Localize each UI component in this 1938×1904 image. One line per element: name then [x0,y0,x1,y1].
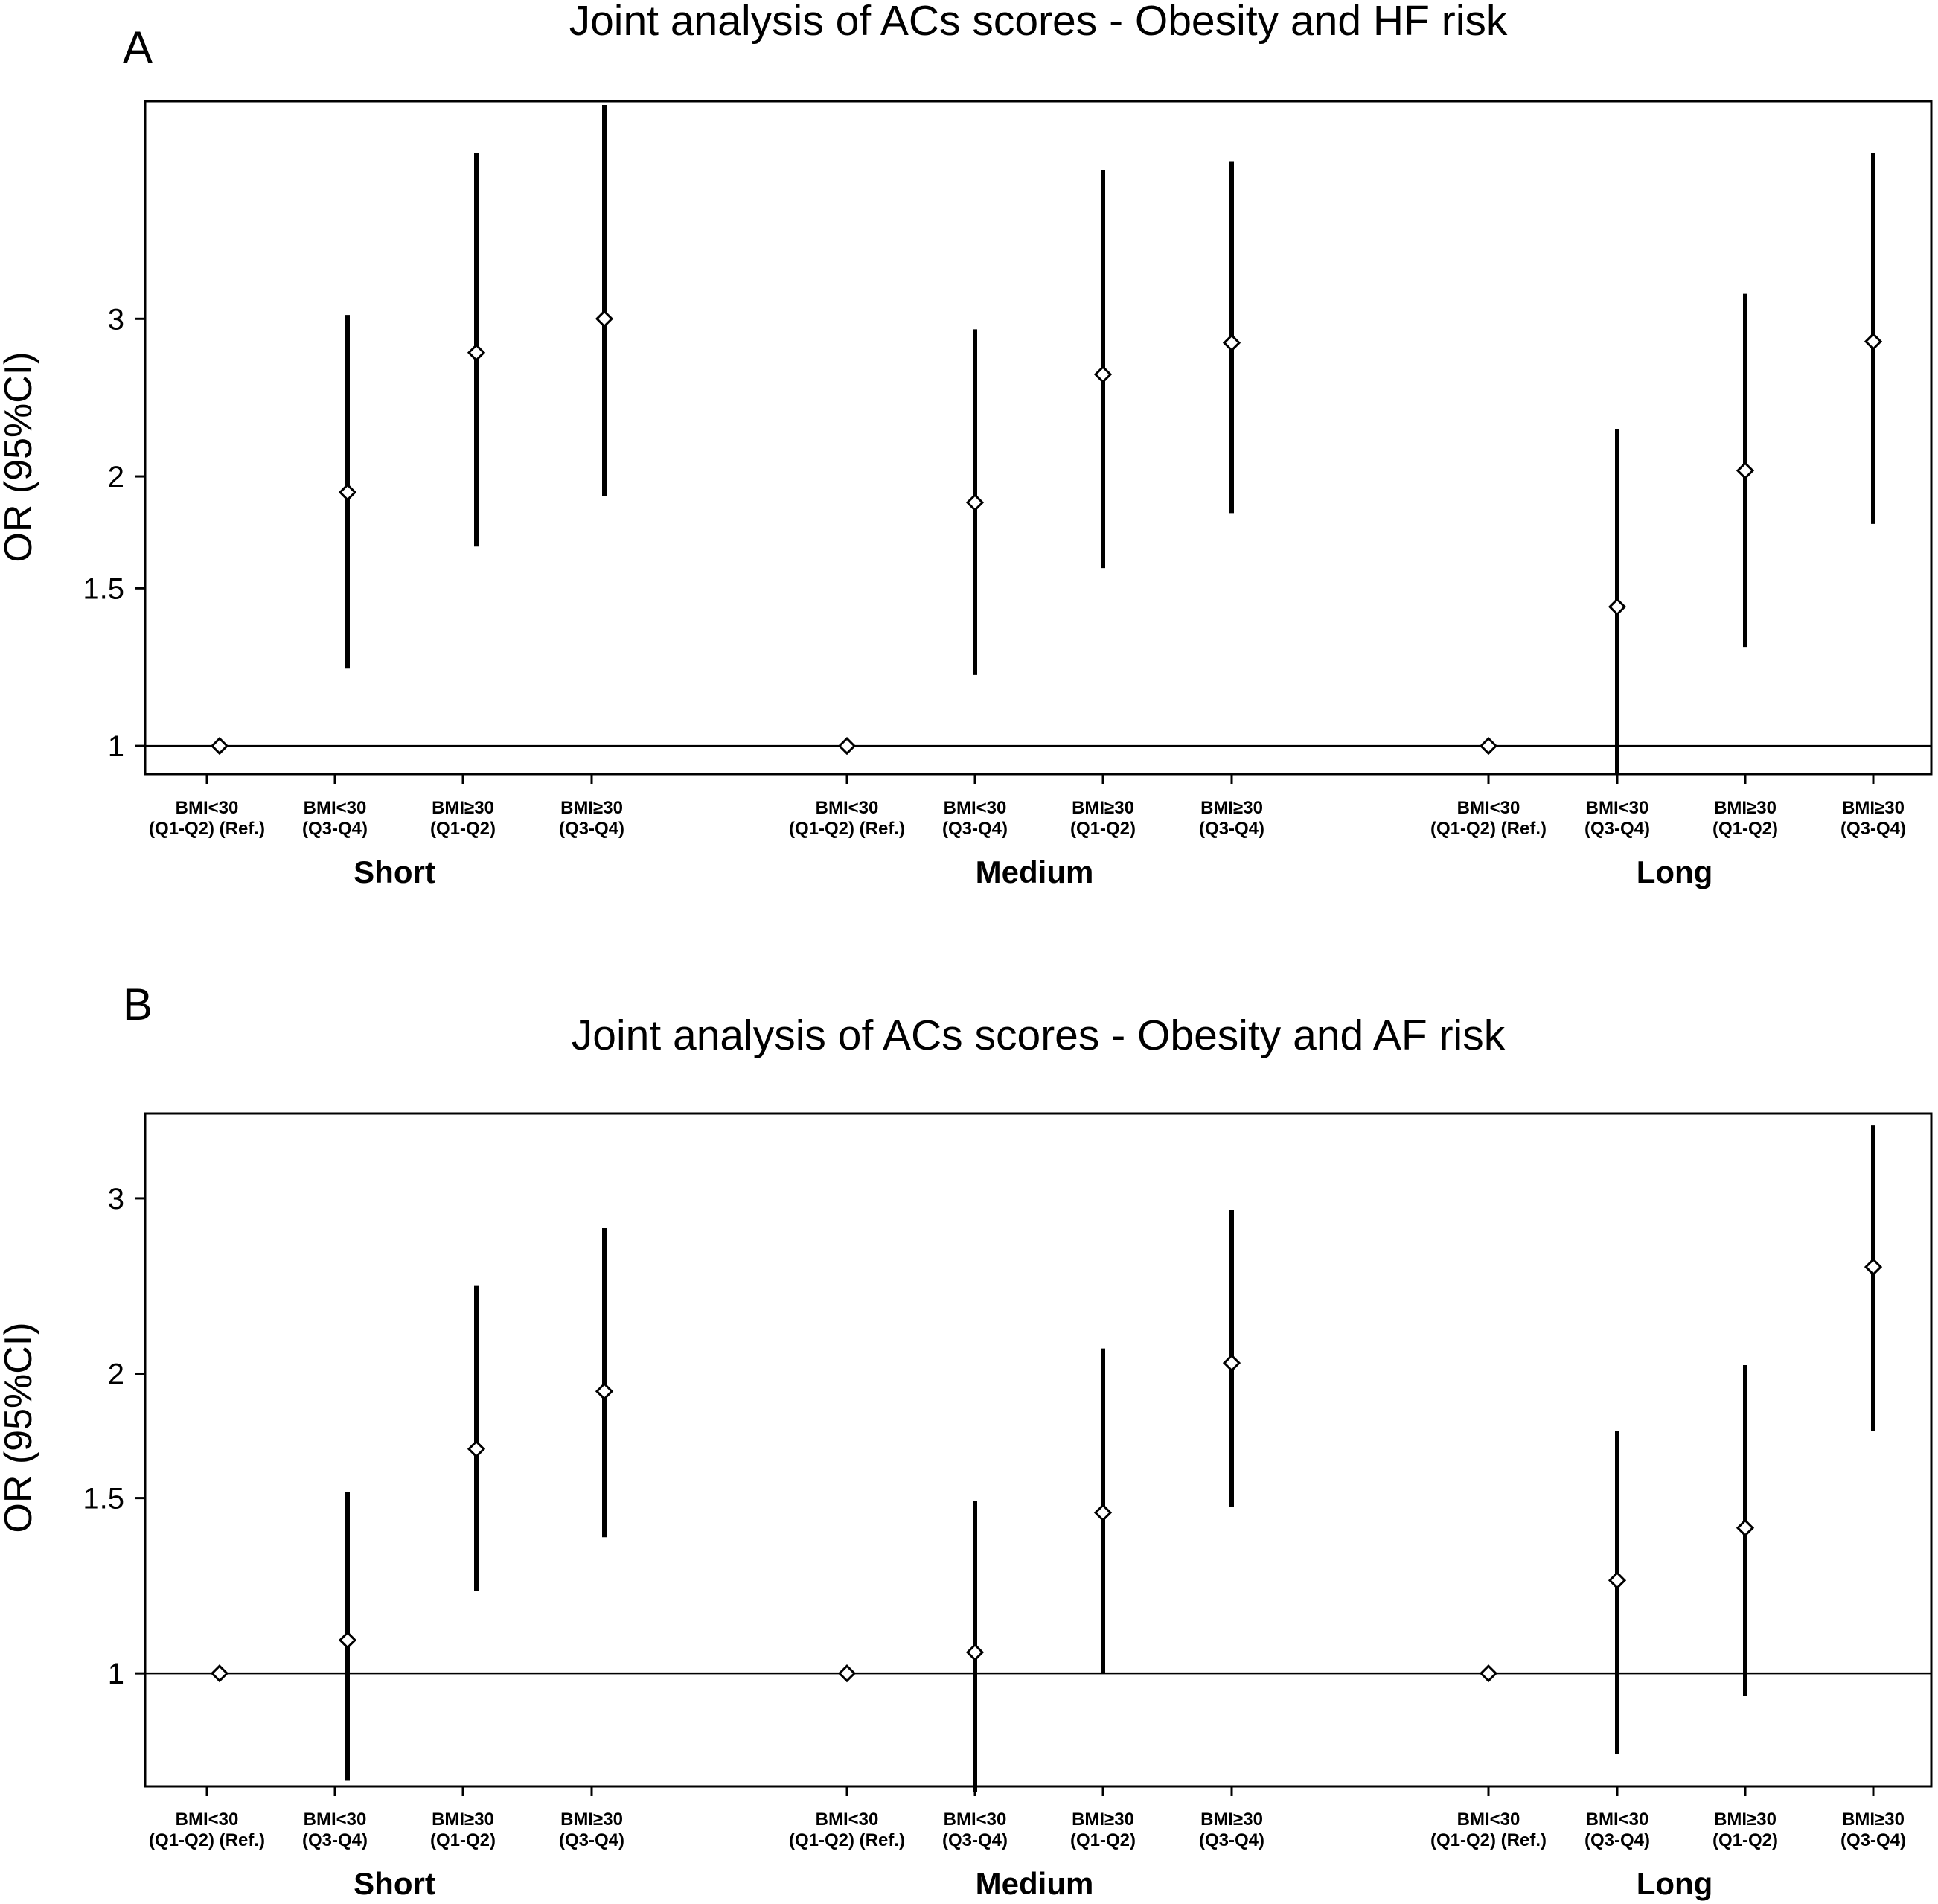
x-tick-label: BMI≥30 (Q3-Q4) [559,798,624,839]
or-marker [1736,1518,1755,1537]
y-tick-label: 3 [108,1183,124,1215]
x-tick-label: BMI≥30 (Q3-Q4) [1199,798,1264,839]
panel-b: B Joint analysis of ACs scores - Obesity… [0,980,1933,1901]
y-axis: 1 1.5 2 3 [83,1183,145,1690]
or-marker [837,736,857,755]
x-tick-label: BMI≥30 (Q3-Q4) [559,1809,624,1850]
panel-letter: B [123,980,153,1029]
group-label: Medium [976,1866,1094,1901]
x-tick-label: BMI<30 (Q1-Q2) (Ref.) [149,798,265,839]
group-label: Long [1637,854,1713,889]
panel-a: A Joint analysis of ACs scores - Obesity… [0,0,1933,889]
x-tick-label: BMI≥30 (Q1-Q2) [1070,798,1136,839]
group-labels: Short Medium Long [354,854,1712,889]
or-marker [1222,333,1241,352]
or-marker [210,736,229,755]
x-axis: BMI<30 (Q1-Q2) (Ref.) BMI<30 (Q3-Q4) BMI≥30(… [149,774,1906,839]
y-tick-label: 2 [108,461,124,493]
or-marker [595,310,614,328]
y-tick-label: 1.5 [83,572,124,605]
plot-frame [144,100,1933,776]
x-tick-label: BMI<30 (Q1-Q2) (Ref.) [1430,1809,1547,1850]
group-label: Long [1637,1866,1713,1901]
ci-bars [345,1125,1875,1792]
or-marker [1479,736,1498,755]
or-marker [1864,1257,1883,1277]
group-label: Short [354,1866,435,1901]
or-marker [965,493,985,512]
or-marker [837,1664,857,1683]
or-marker [467,1440,486,1458]
or-marker [965,1643,985,1661]
or-marker [1222,1354,1241,1373]
x-tick-label: BMI<30 (Q3-Q4) [942,798,1008,839]
or-marker [1736,461,1755,480]
group-label: Short [354,854,435,889]
x-tick-label: BMI<30 (Q3-Q4) [302,1809,368,1850]
x-tick-label: BMI<30 (Q1-Q2) (Ref.) [1430,798,1547,839]
or-markers [210,310,1883,755]
y-tick-label: 1 [108,730,124,763]
y-tick-label: 1.5 [83,1483,124,1515]
chart-title: Joint analysis of ACs scores - Obesity a… [572,1012,1506,1059]
x-tick-label: BMI≥30 (Q1-Q2) [1712,798,1778,839]
y-axis-label: OR (95%CI) [0,351,40,562]
group-labels: Short Medium Long [354,1866,1712,1901]
x-tick-label: BMI≥30 (Q3-Q4) [1841,798,1906,839]
or-marker [1864,332,1883,351]
or-marker [1093,365,1113,384]
or-marker [338,483,357,502]
or-marker [467,343,486,362]
x-tick-label: BMI≥30 (Q1-Q2) [430,798,496,839]
or-marker [1479,1664,1498,1683]
y-tick-label: 1 [108,1658,124,1690]
group-label: Medium [976,854,1094,889]
x-tick-label: BMI<30 (Q1-Q2) (Ref.) [789,798,905,839]
x-tick-label: BMI≥30 (Q1-Q2) [1712,1809,1778,1850]
x-tick-label: BMI<30 (Q3-Q4) [1584,798,1650,839]
x-tick-label: BMI≥30 (Q1-Q2) [1070,1809,1136,1850]
or-marker [1608,598,1627,616]
x-tick-label: BMI≥30 (Q3-Q4) [1841,1809,1906,1850]
ci-bars [345,104,1875,774]
y-axis-label: OR (95%CI) [0,1322,40,1533]
x-tick-label: BMI<30 (Q1-Q2) (Ref.) [149,1809,265,1850]
panel-letter: A [123,22,153,72]
or-marker [1608,1571,1627,1590]
or-marker [1093,1504,1113,1522]
y-tick-label: 2 [108,1358,124,1390]
or-marker [338,1631,357,1649]
plot-frame [144,1112,1933,1788]
or-markers [210,1257,1883,1683]
x-tick-label: BMI<30 (Q3-Q4) [1584,1809,1650,1850]
x-tick-label: BMI<30 (Q3-Q4) [302,798,368,839]
y-axis: 1 1.5 2 3 [83,303,145,763]
chart-title: Joint analysis of ACs scores - Obesity a… [569,0,1508,45]
x-tick-label: BMI<30 (Q3-Q4) [942,1809,1008,1850]
x-axis: BMI<30 (Q1-Q2) (Ref.) BMI<30 (Q3-Q4) BMI≥30(… [149,1786,1906,1850]
x-tick-label: BMI<30 (Q1-Q2) (Ref.) [789,1809,905,1850]
or-marker [595,1382,614,1401]
or-marker [210,1664,229,1683]
y-tick-label: 3 [108,303,124,336]
x-tick-label: BMI≥30 (Q3-Q4) [1199,1809,1264,1850]
x-tick-label: BMI≥30 (Q1-Q2) [430,1809,496,1850]
